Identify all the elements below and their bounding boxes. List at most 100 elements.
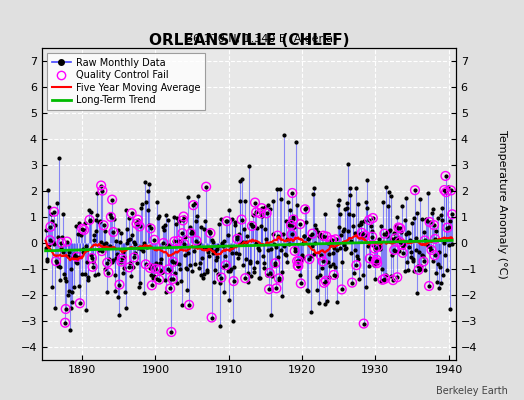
Point (179, 213, 188, 220)
Point (373, 256, 381, 263)
Point (100, 222, 108, 228)
Point (393, 274, 401, 280)
Point (237, 216, 246, 223)
Point (104, 269, 113, 276)
Text: 36.170 N, 1.340 E (Algeria): 36.170 N, 1.340 E (Algeria) (186, 34, 338, 44)
Point (206, 230, 215, 236)
Point (366, 255, 374, 262)
Point (297, 280, 305, 287)
Point (167, 329, 176, 335)
Point (80, 227, 88, 233)
Point (296, 221, 304, 227)
Point (97, 182, 105, 189)
Point (265, 286, 273, 292)
Point (330, 272, 338, 278)
Point (148, 282, 156, 288)
Point (52, 258, 60, 264)
Point (319, 232, 328, 239)
Point (271, 260, 279, 266)
Point (103, 260, 112, 266)
Point (223, 218, 231, 224)
Point (72, 254, 81, 260)
Point (98, 188, 106, 194)
Point (135, 223, 144, 230)
Point (75, 300, 84, 306)
Point (88, 255, 96, 261)
Point (370, 245, 379, 252)
Point (316, 252, 325, 259)
Point (414, 267, 423, 273)
Point (133, 220, 141, 227)
Point (411, 187, 419, 193)
Point (179, 217, 187, 224)
Point (430, 252, 439, 258)
Point (441, 173, 450, 179)
Point (256, 210, 265, 216)
Point (331, 236, 340, 242)
Point (390, 247, 398, 253)
Point (427, 247, 435, 253)
Point (217, 274, 226, 281)
Point (396, 225, 405, 232)
Point (89, 264, 97, 270)
Point (358, 230, 366, 236)
Point (61, 320, 69, 326)
Point (301, 206, 309, 212)
Point (365, 217, 374, 223)
Point (166, 285, 174, 292)
Point (263, 210, 271, 216)
Point (117, 258, 125, 265)
Point (248, 223, 256, 229)
Point (146, 225, 155, 232)
Point (125, 264, 134, 271)
Point (61, 306, 70, 312)
Point (447, 187, 455, 194)
Point (391, 235, 400, 242)
Title: ORLEANSVILLE (CHLEF): ORLEANSVILLE (CHLEF) (149, 33, 349, 48)
Point (159, 240, 168, 246)
Point (170, 238, 179, 244)
Point (151, 266, 160, 272)
Point (192, 237, 201, 244)
Point (372, 259, 380, 265)
Point (394, 224, 402, 231)
Point (266, 270, 274, 276)
Point (352, 262, 361, 268)
Point (180, 241, 188, 247)
Point (373, 260, 381, 266)
Point (374, 244, 382, 250)
Point (146, 265, 154, 271)
Point (430, 222, 438, 228)
Point (230, 278, 238, 284)
Point (155, 276, 163, 283)
Point (274, 232, 282, 239)
Point (46, 224, 54, 230)
Point (141, 261, 150, 268)
Point (389, 277, 397, 283)
Point (130, 254, 138, 261)
Point (233, 236, 242, 242)
Point (378, 277, 387, 283)
Point (295, 258, 303, 264)
Point (252, 209, 260, 216)
Point (293, 262, 302, 269)
Point (108, 196, 116, 203)
Point (287, 222, 295, 228)
Point (398, 242, 406, 248)
Point (359, 320, 368, 327)
Point (289, 216, 298, 223)
Point (150, 237, 158, 243)
Point (369, 215, 377, 221)
Point (272, 285, 280, 292)
Point (361, 232, 369, 239)
Point (425, 283, 433, 289)
Point (320, 280, 328, 286)
Point (115, 282, 124, 288)
Point (443, 224, 452, 231)
Point (305, 256, 313, 262)
Point (185, 302, 193, 308)
Point (380, 230, 389, 237)
Point (440, 187, 449, 193)
Point (288, 190, 297, 196)
Point (97, 248, 106, 254)
